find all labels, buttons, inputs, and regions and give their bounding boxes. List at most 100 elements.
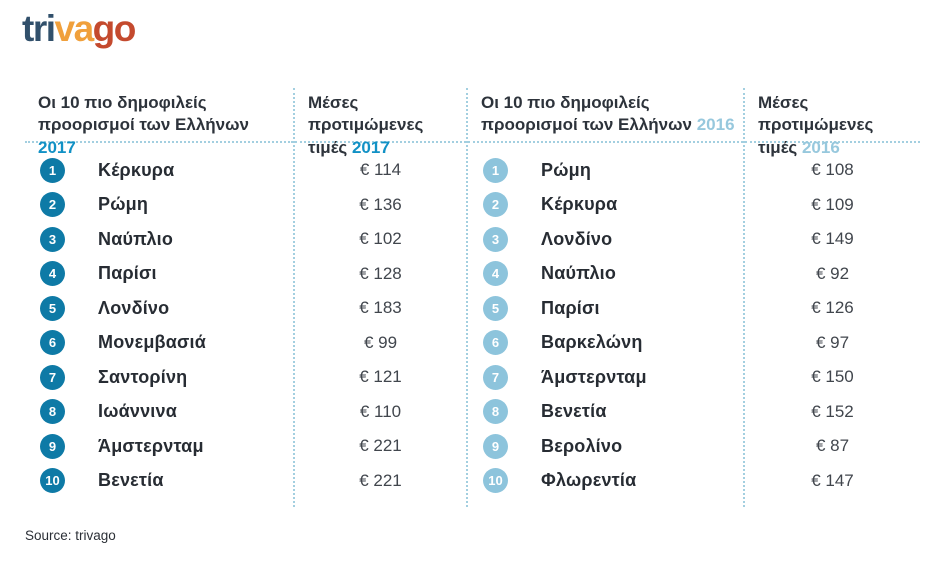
destination-name: Ιωάννινα (98, 401, 177, 422)
trivago-logo: trivago (22, 8, 137, 49)
prices-2016-header-line2: τιμές 2016 (758, 137, 840, 157)
logo-part-va: va (54, 8, 95, 49)
destination-name: Ρώμη (98, 194, 149, 215)
table-row: 10 Βενετία (25, 464, 293, 499)
table-row: 1 Ρώμη (468, 153, 743, 188)
prices-2016-body: € 108 € 109 € 149 € 92 € 126 € 97 € 150 … (745, 143, 920, 507)
destinations-2017-header-line2: προορισμοί των Ελλήνων 2017 (38, 115, 249, 157)
table-row: 10 Φλωρεντία (468, 464, 743, 499)
destination-name: Ναύπλιο (98, 228, 174, 249)
destinations-2017-header: Οι 10 πιο δημοφιλείς προορισμοί των Ελλή… (25, 88, 293, 157)
table-row: 5 Λονδίνο (25, 291, 293, 326)
destinations-2016-header-line2: προορισμοί των Ελλήνων 2016 (481, 115, 735, 135)
destination-name: Κέρκυρα (98, 159, 175, 180)
rank-badge: 6 (40, 330, 65, 356)
rank-badge: 1 (483, 157, 508, 183)
rank-badge: 1 (40, 157, 65, 183)
destinations-2017-header-line1: Οι 10 πιο δημοφιλείς (38, 93, 207, 112)
price-cell: € 97 (815, 332, 850, 352)
table-row: 6 Μονεμβασιά (25, 326, 293, 361)
prices-2017-header: Μέσες προτιμώμενες τιμές 2017 (295, 88, 466, 157)
destination-name: Ρώμη (541, 159, 592, 180)
destination-name: Βαρκελώνη (541, 332, 643, 353)
prices-2016-header: Μέσες προτιμώμενες τιμές 2016 (745, 88, 920, 157)
price-cell: € 92 (815, 263, 850, 283)
rank-badge: 9 (40, 433, 65, 459)
rank-badge: 8 (483, 399, 508, 425)
source-label: Source: trivago (25, 528, 116, 543)
rank-badge: 8 (40, 399, 65, 425)
table-row: 6 Βαρκελώνη (468, 326, 743, 361)
table-row: 8 Ιωάννινα (25, 395, 293, 430)
rank-badge: 2 (40, 192, 65, 218)
rank-badge: 7 (40, 364, 65, 390)
destinations-2017-body: 1 Κέρκυρα 2 Ρώμη 3 Ναύπλιο 4 Παρίσι 5 Λονδίνο… (25, 143, 293, 507)
destination-name: Άμστερνταμ (98, 435, 204, 456)
destination-name: Ναύπλιο (541, 263, 617, 284)
comparison-table: Οι 10 πιο δημοφιλείς προορισμοί των Ελλή… (25, 88, 920, 507)
destination-name: Βενετία (98, 470, 164, 491)
price-cell: € 114 (359, 160, 402, 180)
destinations-2016-header: Οι 10 πιο δημοφιλείς προορισμοί των Ελλή… (468, 88, 743, 143)
rank-badge: 5 (40, 295, 65, 321)
year-2016-label: 2016 (801, 137, 840, 157)
column-destinations-2016: Οι 10 πιο δημοφιλείς προορισμοί των Ελλή… (468, 88, 745, 507)
table-row: 4 Ναύπλιο (468, 257, 743, 292)
destinations-2016-body: 1 Ρώμη 2 Κέρκυρα 3 Λονδίνο 4 Ναύπλιο 5 Παρίσι… (468, 143, 743, 507)
destination-name: Παρίσι (541, 297, 600, 318)
table-row: 7 Σαντορίνη (25, 360, 293, 395)
destination-name: Άμστερνταμ (541, 366, 647, 387)
rank-badge: 4 (40, 261, 65, 287)
price-cell: € 109 (811, 194, 854, 214)
prices-2017-header-line2: τιμές 2017 (308, 137, 390, 157)
column-prices-2017: Μέσες προτιμώμενες τιμές 2017 € 114 € 13… (295, 88, 468, 507)
column-prices-2016: Μέσες προτιμώμενες τιμές 2016 € 108 € 10… (745, 88, 920, 507)
price-cell: € 99 (363, 332, 398, 352)
price-cell: € 87 (815, 436, 850, 456)
column-destinations-2017: Οι 10 πιο δημοφιλείς προορισμοί των Ελλή… (25, 88, 295, 507)
prices-2017-header-line1: Μέσες προτιμώμενες (308, 93, 424, 135)
price-cell: € 128 (359, 263, 402, 283)
price-cell: € 149 (811, 229, 854, 249)
table-row: 5 Παρίσι (468, 291, 743, 326)
price-cell: € 126 (811, 298, 854, 318)
table-row: 8 Βενετία (468, 395, 743, 430)
year-2017-label: 2017 (38, 137, 76, 157)
table-row: 9 Άμστερνταμ (25, 429, 293, 464)
rank-badge: 5 (483, 295, 508, 321)
rank-badge: 6 (483, 330, 508, 356)
rank-badge: 4 (483, 261, 508, 287)
rank-badge: 7 (483, 364, 508, 390)
destination-name: Βερολίνο (541, 435, 623, 456)
rank-badge: 10 (483, 468, 508, 494)
destination-name: Λονδίνο (541, 228, 613, 249)
rank-badge: 10 (40, 468, 65, 494)
price-cell: € 108 (811, 160, 854, 180)
destination-name: Βενετία (541, 401, 607, 422)
table-row: 4 Παρίσι (25, 257, 293, 292)
logo-part-go: go (92, 8, 137, 49)
price-cell: € 136 (359, 194, 402, 214)
price-cell: € 221 (359, 470, 402, 490)
table-row: 1 Κέρκυρα (25, 153, 293, 188)
table-row: 2 Ρώμη (25, 188, 293, 223)
price-cell: € 150 (811, 367, 854, 387)
year-2016-label: 2016 (696, 115, 735, 135)
rank-badge: 9 (483, 433, 508, 459)
year-2017-label: 2017 (351, 137, 390, 157)
rank-badge: 2 (483, 192, 508, 218)
table-row: 7 Άμστερνταμ (468, 360, 743, 395)
destination-name: Φλωρεντία (541, 470, 637, 491)
price-cell: € 147 (811, 470, 854, 490)
rank-badge: 3 (40, 226, 65, 252)
destination-name: Λονδίνο (98, 297, 170, 318)
price-cell: € 110 (359, 401, 402, 421)
destinations-2016-header-line1: Οι 10 πιο δημοφιλείς (481, 93, 650, 112)
price-cell: € 102 (359, 229, 402, 249)
destination-name: Σαντορίνη (98, 366, 188, 387)
table-row: 3 Ναύπλιο (25, 222, 293, 257)
rank-badge: 3 (483, 226, 508, 252)
destination-name: Μονεμβασιά (98, 332, 206, 353)
table-row: 2 Κέρκυρα (468, 188, 743, 223)
price-cell: € 183 (359, 298, 402, 318)
